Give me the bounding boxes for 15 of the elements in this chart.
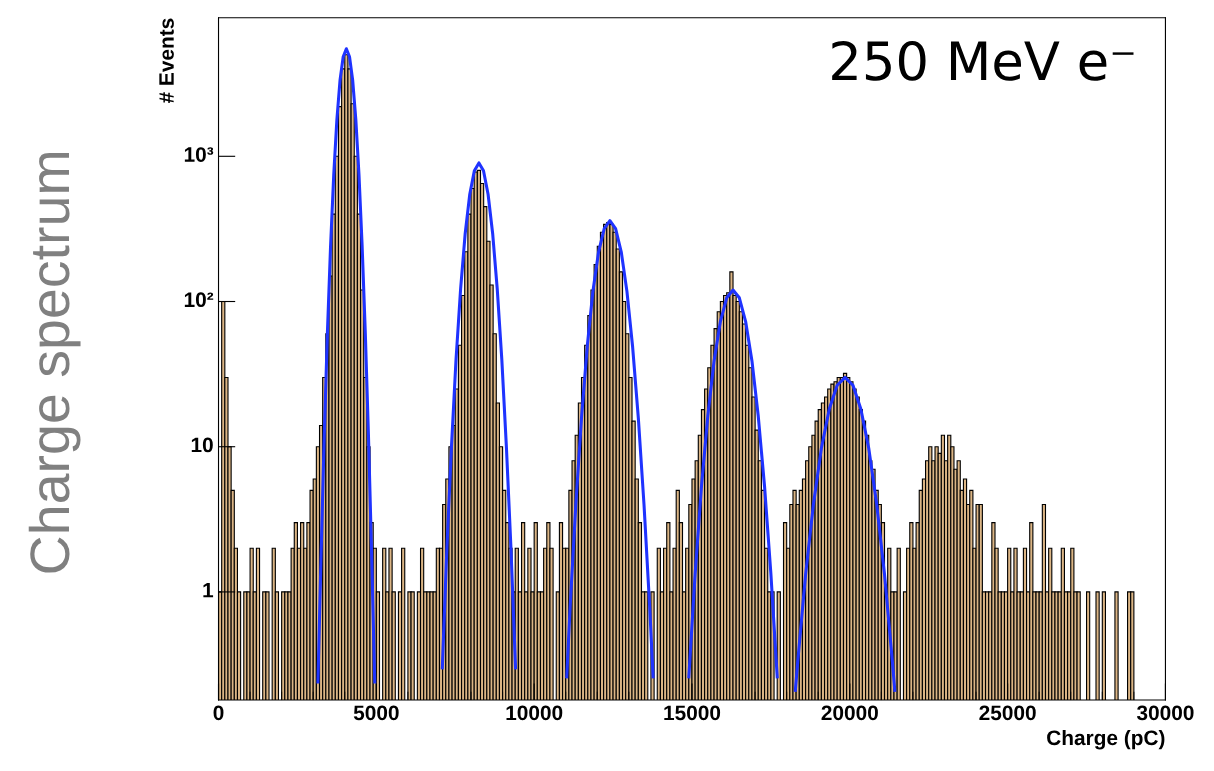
annotation: 250 MeV e⁻ (832, 40, 1134, 81)
y-tick-label: 10² (184, 292, 214, 308)
x-tick-label: 15000 (664, 705, 721, 721)
x-tick-label: 25000 (979, 705, 1036, 721)
x-tick-label: 20000 (821, 705, 878, 721)
x-tick-label: 30000 (1136, 705, 1194, 721)
text: Charge spectrum (28, 152, 81, 573)
x-tick-label: 5000 (353, 705, 399, 721)
y-tick-label: 10 (191, 437, 213, 453)
x-axis-title: Charge (pC) (1047, 729, 1165, 750)
y-tick-label: 1 (203, 582, 214, 598)
y-tick-label: 10³ (184, 147, 214, 162)
x-tick-label: 0 (213, 705, 224, 721)
y-axis-title: # Events (159, 18, 174, 104)
x-tick-label: 10000 (506, 705, 563, 721)
